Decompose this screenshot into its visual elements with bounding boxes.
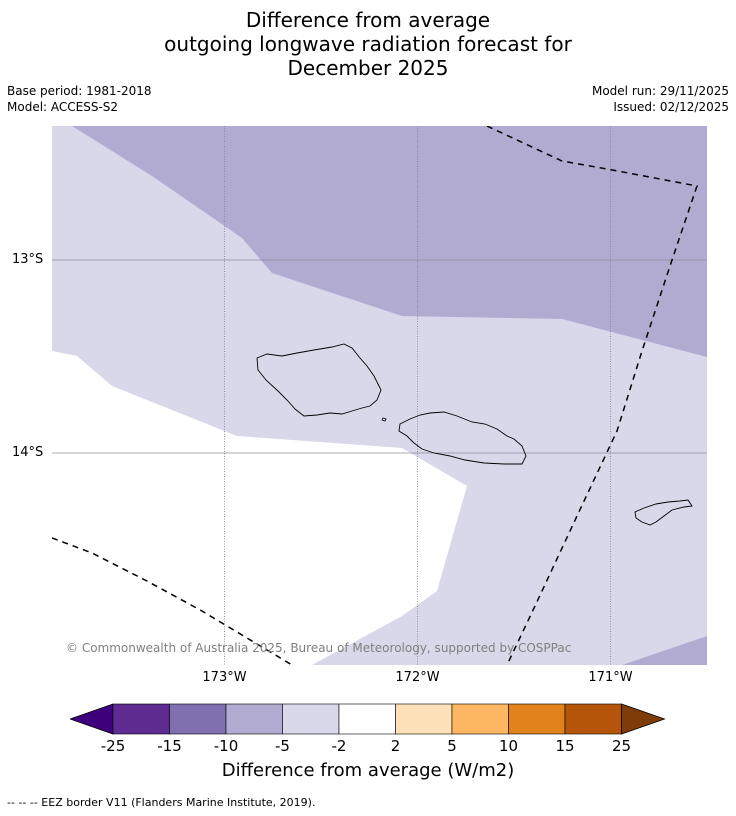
copyright-notice: © Commonwealth of Australia 2025, Bureau… — [66, 641, 572, 655]
title-line-2: outgoing longwave radiation forecast for — [164, 32, 572, 56]
chart-title: Difference from average outgoing longwav… — [0, 8, 736, 80]
colorbar-segment — [225, 703, 283, 735]
island-savaii — [256, 343, 382, 417]
anomaly-zone-dark-north — [72, 126, 707, 357]
colorbar-tick-label: 25 — [611, 737, 632, 755]
colorbar-tick-label: -2 — [331, 737, 347, 755]
colorbar-segment — [169, 703, 227, 735]
colorbar-segment — [112, 703, 170, 735]
colorbar-segment — [338, 703, 396, 735]
eez-border-samoa-southwest — [52, 537, 293, 665]
lon-label-171w: 171°W — [588, 670, 633, 685]
colorbar-tick-label: 15 — [555, 737, 575, 755]
meta-right: Model run: 29/11/2025 Issued: 02/12/2025 — [592, 83, 729, 115]
meta-left: Base period: 1981-2018 Model: ACCESS-S2 — [7, 83, 152, 115]
lon-label-173w: 173°W — [202, 670, 247, 685]
colorbar-segment — [282, 703, 340, 735]
title-line-1: Difference from average — [245, 8, 491, 32]
colorbar-tick-label: 5 — [447, 737, 457, 755]
colorbar-tick-label: -15 — [157, 737, 182, 755]
island-upolu — [398, 411, 527, 465]
colorbar-tick-label: -10 — [213, 737, 239, 755]
issued-date: Issued: 02/12/2025 — [613, 100, 729, 114]
lat-label-13s: 13°S — [12, 252, 44, 267]
colorbar-tick-label: -25 — [100, 737, 126, 755]
lat-label-14s: 14°S — [12, 445, 44, 460]
colorbar-tick-label: -5 — [275, 737, 290, 755]
island-tutuila — [634, 499, 693, 526]
eez-border-samoa-east — [486, 126, 698, 665]
anomaly-zone-dark-southeast — [622, 636, 707, 665]
model-name: Model: ACCESS-S2 — [7, 100, 119, 114]
colorbar-tick-label: 2 — [390, 737, 401, 755]
colorbar-extend-low — [70, 703, 114, 735]
lon-label-172w: 172°W — [395, 670, 440, 685]
title-line-3: December 2025 — [287, 56, 449, 80]
colorbar-segment — [564, 703, 622, 735]
model-run: Model run: 29/11/2025 — [591, 84, 729, 98]
colorbar-label: Difference from average (W/m2) — [221, 760, 515, 781]
colorbar-segment — [451, 703, 509, 735]
base-period: Base period: 1981-2018 — [7, 84, 152, 98]
colorbar — [70, 703, 666, 735]
colorbar-extend-high — [621, 703, 666, 735]
colorbar-segment — [395, 703, 453, 735]
island-manono — [381, 417, 387, 422]
colorbar-segment — [508, 703, 566, 735]
colorbar-tick-label: 10 — [498, 737, 519, 755]
eez-legend: -- -- -- EEZ border V11 (Flanders Marine… — [7, 796, 316, 809]
forecast-map — [52, 126, 707, 665]
